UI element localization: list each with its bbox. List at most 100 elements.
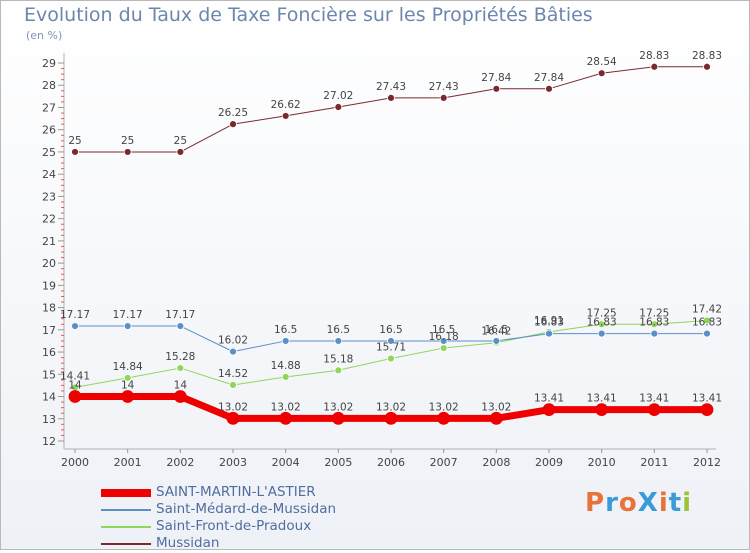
legend-swatch [101, 489, 151, 497]
data-point [387, 94, 395, 102]
logo-letter: i [658, 488, 669, 518]
data-label: 14 [121, 380, 135, 392]
y-tick-label: 22 [42, 213, 56, 226]
logo-letter: t [668, 488, 683, 518]
data-label: 16.18 [429, 331, 459, 343]
data-point [492, 84, 501, 93]
data-point [545, 329, 553, 338]
data-point [703, 329, 711, 338]
y-tick-label: 21 [42, 235, 56, 248]
data-point [437, 411, 451, 425]
data-point [650, 329, 659, 338]
data-label: 14.88 [271, 360, 301, 372]
data-label: 16.42 [481, 326, 511, 338]
y-tick-label: 15 [42, 368, 56, 381]
y-tick-label: 14 [42, 391, 56, 404]
y-tick-label: 29 [42, 57, 56, 70]
chart-unit-label: (en %) [26, 29, 63, 42]
data-label: 13.02 [271, 401, 301, 413]
data-label: 13.02 [429, 401, 459, 413]
x-tick-label: 2012 [693, 456, 721, 469]
chart-title: Evolution du Taux de Taxe Foncière sur l… [24, 4, 593, 26]
data-point [597, 69, 606, 78]
data-point [71, 148, 79, 156]
data-label: 25 [68, 135, 81, 147]
data-label: 16.5 [274, 324, 297, 336]
data-label: 17.17 [60, 309, 90, 321]
data-point [439, 94, 448, 102]
logo-letter: X [637, 488, 659, 518]
data-point [545, 84, 553, 93]
data-point [703, 316, 711, 325]
x-tick-label: 2008 [482, 456, 510, 469]
data-label: 28.83 [692, 50, 722, 62]
legend-label: Saint-Front-de-Pradoux [156, 518, 312, 534]
x-tick-label: 2002 [166, 456, 194, 469]
data-label: 16.5 [485, 324, 508, 336]
data-label: 13.41 [639, 393, 669, 405]
data-label: 17.25 [587, 307, 617, 319]
data-point [229, 347, 237, 356]
data-point [229, 381, 237, 389]
x-tick-label: 2005 [324, 456, 352, 469]
data-label: 14.52 [218, 368, 248, 380]
data-point [597, 320, 606, 329]
data-label: 14.41 [60, 370, 90, 382]
x-tick-label: 2003 [219, 456, 247, 469]
data-label: 16.5 [327, 324, 350, 336]
data-label: 13.41 [534, 393, 564, 405]
data-point [281, 112, 290, 120]
x-tick-label: 2006 [377, 456, 405, 469]
x-tick-label: 2011 [640, 456, 668, 469]
proxiti-logo: ProXiti [585, 488, 692, 518]
y-tick-label: 26 [42, 124, 56, 137]
data-label: 16.5 [432, 324, 455, 336]
data-point [647, 403, 661, 417]
data-point [387, 337, 395, 345]
data-label: 16.83 [692, 317, 722, 329]
data-label: 28.83 [639, 50, 669, 62]
y-tick-label: 23 [42, 190, 56, 203]
data-label: 13.41 [692, 393, 722, 405]
y-tick-label: 28 [42, 79, 56, 92]
y-tick-label: 27 [42, 101, 56, 114]
data-point [489, 411, 503, 425]
y-tick-label: 20 [42, 257, 56, 270]
x-tick-label: 2009 [535, 456, 563, 469]
x-tick-label: 2000 [61, 456, 89, 469]
data-label: 27.02 [323, 90, 353, 102]
legend-label: Mussidan [156, 535, 220, 551]
y-tick-label: 13 [42, 413, 56, 426]
legend-label: SAINT-MARTIN-L'ASTIER [156, 484, 316, 500]
data-label: 17.42 [692, 303, 722, 315]
data-label: 13.02 [481, 401, 511, 413]
data-point [542, 403, 556, 417]
x-tick-label: 2001 [114, 456, 142, 469]
data-point [279, 411, 293, 425]
y-tick-label: 18 [42, 302, 56, 315]
data-point [176, 148, 185, 156]
data-label: 16.83 [639, 317, 669, 329]
data-label: 13.02 [323, 401, 353, 413]
y-tick-label: 12 [42, 435, 56, 448]
data-point [650, 320, 659, 329]
legend-swatch [101, 509, 151, 511]
data-label: 27.84 [481, 72, 511, 84]
data-point [595, 403, 609, 417]
data-point [334, 366, 343, 375]
x-tick-label: 2007 [430, 456, 458, 469]
data-label: 13.41 [587, 393, 617, 405]
data-point [334, 337, 343, 345]
data-point [123, 373, 132, 382]
data-label: 13.02 [376, 401, 406, 413]
data-label: 25 [121, 135, 134, 147]
data-label: 28.54 [587, 56, 617, 68]
data-label: 13.02 [218, 401, 248, 413]
data-point [226, 411, 240, 425]
legend-swatch [101, 526, 151, 528]
data-label: 25 [174, 135, 187, 147]
legend-swatch [101, 543, 151, 545]
data-label: 16.5 [379, 324, 402, 336]
y-tick-label: 19 [42, 279, 56, 292]
